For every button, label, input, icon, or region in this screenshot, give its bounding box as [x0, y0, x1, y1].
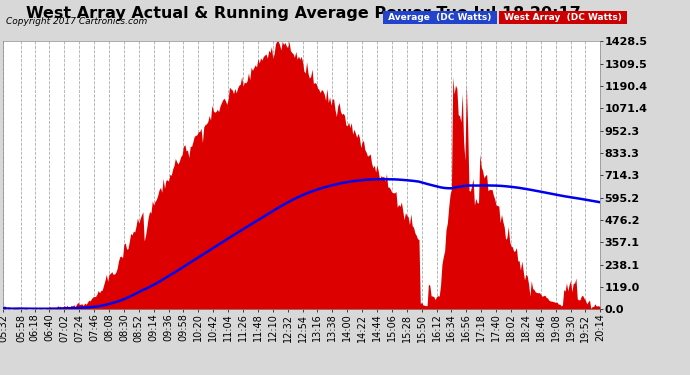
Text: West Array  (DC Watts): West Array (DC Watts) — [501, 13, 625, 22]
Text: Copyright 2017 Cartronics.com: Copyright 2017 Cartronics.com — [6, 17, 147, 26]
Text: Average  (DC Watts): Average (DC Watts) — [385, 13, 495, 22]
Text: West Array Actual & Running Average Power Tue Jul 18 20:17: West Array Actual & Running Average Powe… — [26, 6, 581, 21]
